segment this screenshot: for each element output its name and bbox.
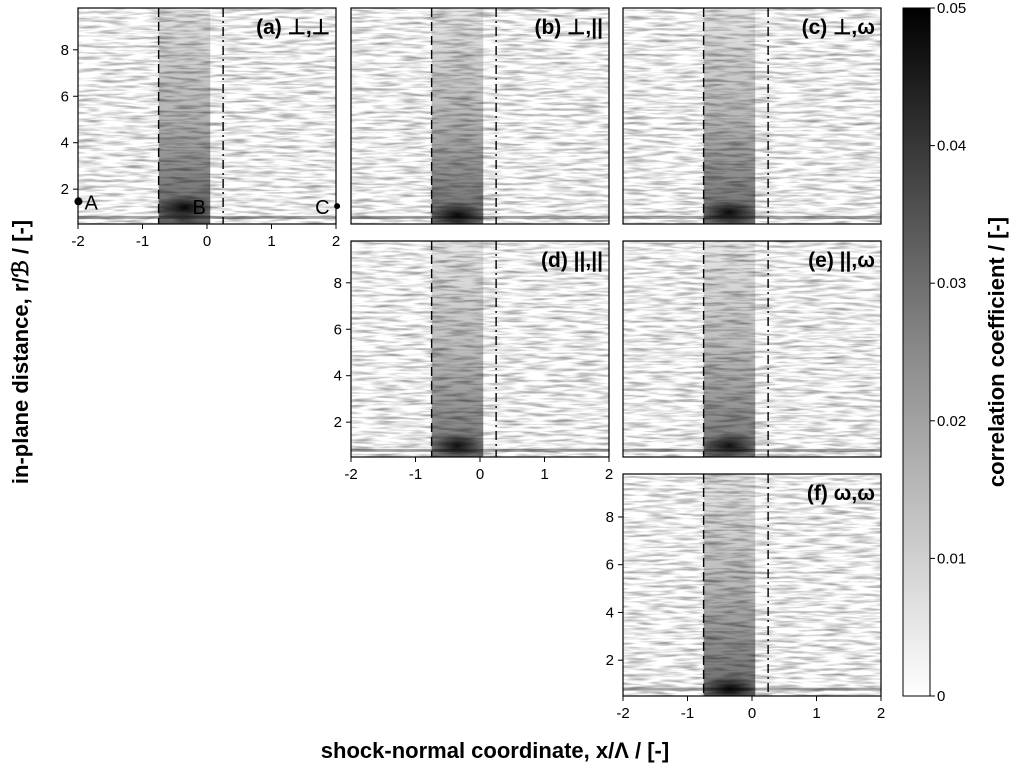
colorbar-ticks: 0 0.01 0.02 0.03 0.04 0.05 [930,0,966,705]
x-tick-label: -1 [681,705,694,722]
x-tick-label: 0 [476,466,484,483]
y-tick-label: 2 [334,414,342,431]
y-axis-label: in-plane distance, r/ℬ / [-] [8,220,33,484]
colorbar-tick-label: 0.01 [937,550,966,567]
x-tick-label: 2 [877,705,885,722]
colorbar-label: correlation coefficient / [-] [984,217,1009,487]
y-tick-label: 4 [61,135,69,152]
y-tick-label: 6 [61,88,69,105]
colorbar-tick-label: 0.02 [937,413,966,430]
base-band [623,215,881,219]
base-band [78,215,336,219]
x-tick-label: 0 [748,705,756,722]
panel-label: (f) ω,ω [807,482,875,505]
correlation-peak [701,675,758,696]
correlation-column [158,8,211,224]
y-tick-label: 2 [606,652,614,669]
y-tick-label: 8 [334,275,342,292]
colorbar-tick-label: 0 [937,688,945,705]
heatmap-panels: (a) ⊥,⊥ -2 -1 0 1 2 2 4 6 8 A B C (b) ⊥,|| (c) ⊥,ω (d) … [61,7,885,722]
y-tick-label: 8 [606,509,614,526]
y-tick-label: 6 [606,557,614,574]
panel-frame [622,240,882,458]
panel-a: (a) ⊥,⊥ -2 -1 0 1 2 2 4 6 8 A B C [61,7,341,250]
x-tick-label: -2 [344,466,357,483]
correlation-peak [429,201,486,224]
colorbar-tick-label: 0.04 [937,138,966,155]
colorbar-gradient [902,7,931,697]
correlation-peak [156,194,213,221]
x-tick-label: 2 [332,233,340,250]
panel-frame [622,7,882,225]
x-tick-label: -2 [71,233,84,250]
correlation-column [431,241,484,457]
colorbar-tick-label: 0.05 [937,0,966,17]
panel-d: (d) ||,|| -2 -1 0 1 2 2 4 6 8 [334,240,613,483]
x-tick-label: -2 [616,705,629,722]
panel-label: (e) ||,ω [808,249,875,272]
panel-b: (b) ⊥,|| [350,7,610,225]
y-tick-label: 4 [334,368,342,385]
x-tick-label: -1 [409,466,422,483]
x-tick-label: 1 [812,705,820,722]
x-tick-label: 2 [605,466,613,483]
correlation-peak [701,199,758,224]
y-tick-label: 6 [334,321,342,338]
panel-label: (b) ⊥,|| [534,16,603,39]
x-tick-label: 0 [203,233,211,250]
panel-c: (c) ⊥,ω [622,7,882,225]
marker-dot [74,197,83,206]
correlation-column [703,474,756,696]
base-band [623,448,881,452]
x-tick-label: -1 [136,233,149,250]
base-band [623,687,881,691]
panel-frame [350,7,610,225]
base-band [351,448,609,452]
marker-label-a: A [84,192,98,214]
correlation-peak [429,432,486,457]
marker-dot [334,203,341,210]
panel-label: (c) ⊥,ω [802,16,875,39]
x-axis-label: shock-normal coordinate, x/Λ / [-] [321,738,669,763]
x-tick-label: 1 [540,466,548,483]
y-tick-label: 2 [61,181,69,198]
marker-label-b: B [193,197,206,219]
x-tick-label: 1 [267,233,275,250]
panel-f: (f) ω,ω -2 -1 0 1 2 2 4 6 8 [606,473,885,722]
marker-label-c: C [315,197,329,219]
correlation-column [703,8,756,224]
colorbar-tick-label: 0.03 [937,275,966,292]
panel-e: (e) ||,ω [622,240,882,458]
correlation-peak [701,432,758,457]
panel-label: (a) ⊥,⊥ [256,16,330,39]
base-band [351,215,609,219]
colorbar: 0 0.01 0.02 0.03 0.04 0.05 correlation coeffi… [902,0,1009,705]
y-tick-label: 4 [606,604,614,621]
correlation-column [703,241,756,457]
correlation-column [431,8,484,224]
panel-label: (d) ||,|| [541,249,603,272]
y-tick-label: 8 [61,42,69,59]
